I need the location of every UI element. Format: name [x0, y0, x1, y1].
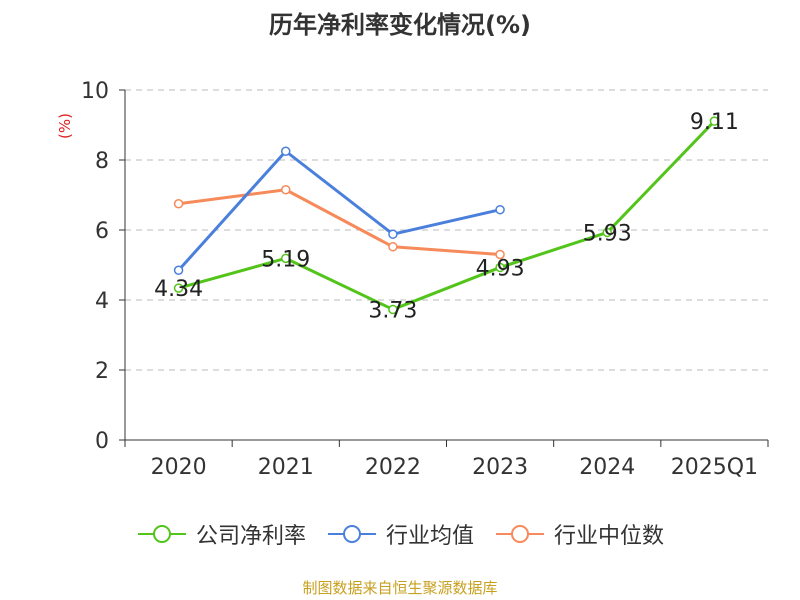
chart-title: 历年净利率变化情况(%): [269, 11, 531, 39]
x-tick-label: 2025Q1: [671, 455, 758, 480]
data-point: [173, 265, 184, 275]
y-tick-label: 6: [95, 219, 109, 244]
data-point: [388, 229, 398, 239]
source-note: 制图数据来自恒生聚源数据库: [302, 579, 498, 597]
legend-marker: [496, 525, 544, 543]
legend-circle: [342, 525, 361, 543]
y-tick-label: 8: [95, 149, 109, 174]
y-tick-label: 2: [95, 359, 109, 384]
data-point: [281, 253, 291, 264]
legend: 公司净利率 行业均值 行业中位数: [0, 518, 800, 550]
data-point: [388, 242, 398, 252]
legend-circle: [511, 525, 529, 543]
y-tick-label: 4: [95, 289, 109, 314]
data-point: [495, 249, 505, 260]
legend-marker: [327, 525, 376, 543]
legend-label: 行业中位数: [554, 524, 665, 549]
legend-item[interactable]: 行业均值: [326, 518, 474, 550]
data-label: 5.19: [261, 247, 310, 272]
legend-item[interactable]: 公司净利率: [136, 518, 306, 550]
data-labels: 4.34 5.19 3.73 4.93 5.93 9.11: [154, 110, 739, 323]
series-line-1: [177, 149, 501, 272]
y-tick-label: 0: [95, 429, 109, 454]
x-tick-label: 2022: [365, 455, 421, 480]
y-axis-label: (%): [56, 113, 74, 139]
grid-lines: [125, 89, 768, 371]
data-label: 4.34: [154, 277, 203, 302]
y-tick-label: 10: [81, 79, 109, 104]
data-point: [173, 199, 184, 209]
data-label: 4.93: [476, 256, 525, 281]
legend-label: 行业均值: [385, 524, 474, 549]
data-point: [709, 116, 720, 126]
series-group: [173, 116, 720, 315]
series-line-2: [178, 188, 501, 256]
x-tick-label: 2020: [151, 455, 207, 480]
legend-circle: [152, 525, 171, 543]
data-point: [173, 283, 184, 293]
axes: 0 2 4 6 8 10 (%) 2020 2021 2022 2023 2024 2025Q1: [56, 79, 769, 480]
data-point: [388, 304, 398, 315]
data-label: 3.73: [368, 298, 417, 323]
x-tick-label: 2024: [579, 455, 635, 480]
data-label: 5.93: [583, 221, 632, 246]
x-tick-label: 2021: [258, 455, 314, 480]
data-point: [281, 146, 291, 156]
series-line-0: [178, 120, 716, 311]
legend-marker: [137, 525, 186, 543]
data-point: [495, 204, 505, 215]
x-tick-label: 2023: [472, 455, 528, 480]
legend-item[interactable]: 行业中位数: [494, 518, 664, 550]
data-point: [602, 227, 612, 238]
data-label: 9.11: [690, 110, 739, 135]
data-point: [281, 185, 291, 195]
data-point: [495, 262, 505, 273]
legend-label: 公司净利率: [195, 524, 306, 549]
